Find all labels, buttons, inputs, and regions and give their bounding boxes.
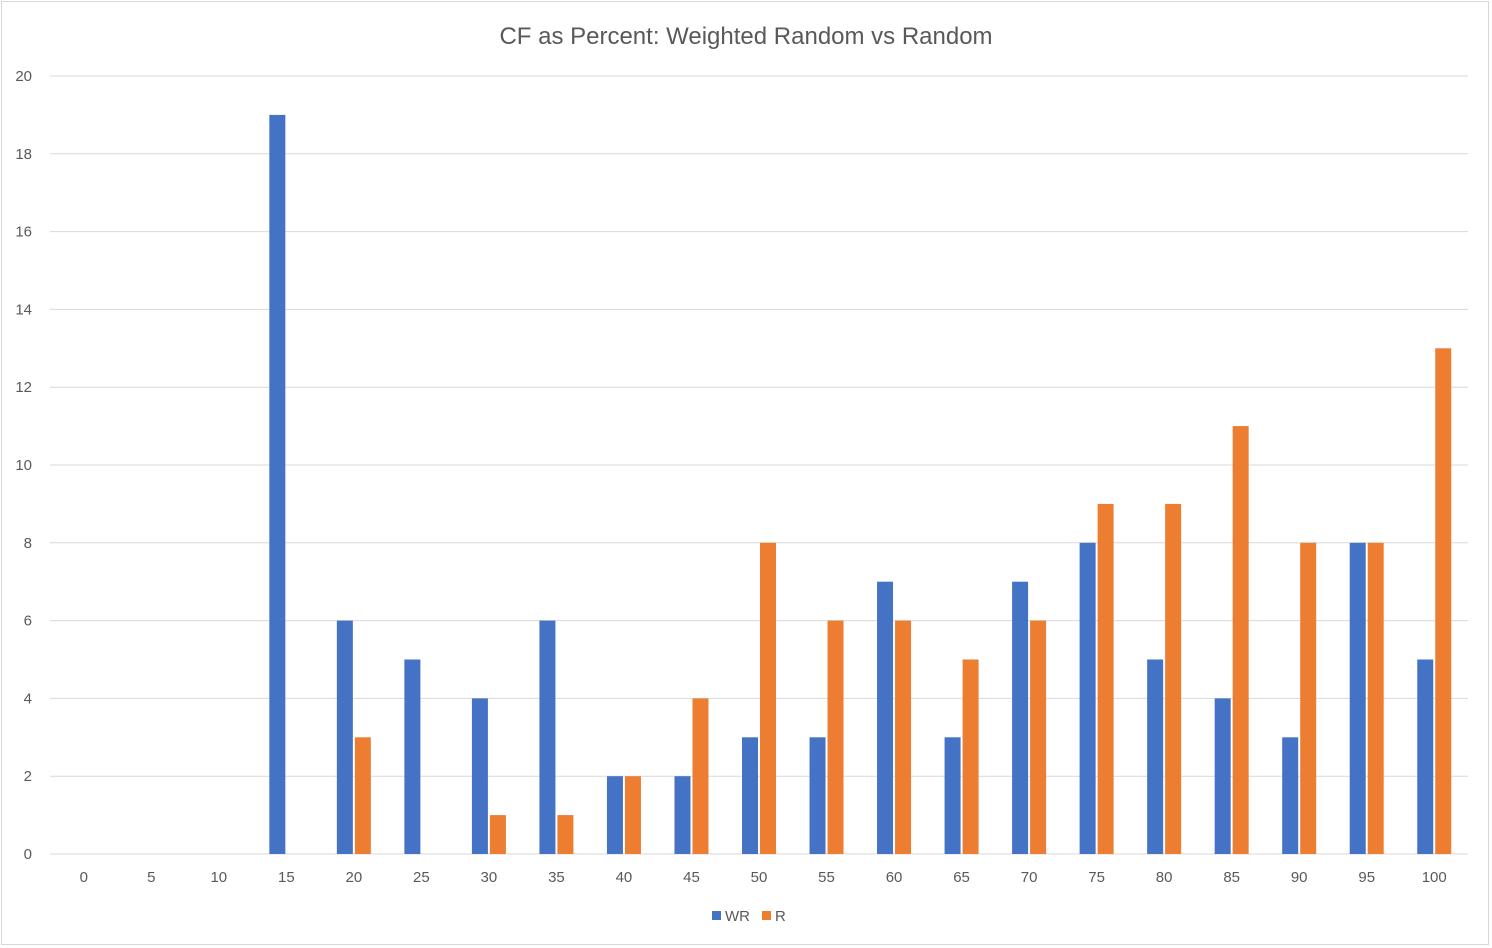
x-tick-label: 55 (818, 869, 835, 886)
bar-r-75 (1097, 503, 1114, 854)
bar-wr-45 (674, 776, 691, 854)
x-tick-label: 95 (1358, 869, 1375, 886)
x-tick-label: 60 (886, 869, 903, 886)
legend-swatch-wr (712, 911, 721, 920)
y-axis-ticks: 0 2 4 6 8 10 12 14 16 18 20 (15, 68, 32, 863)
y-tick-label: 16 (15, 224, 32, 241)
x-tick-label: 65 (953, 869, 970, 886)
bar-r-80 (1165, 503, 1182, 854)
y-tick-label: 2 (24, 768, 32, 785)
legend-swatch-r (762, 911, 771, 920)
y-tick-label: 6 (24, 613, 32, 630)
x-tick-label: 10 (210, 869, 227, 886)
x-tick-label: 75 (1088, 869, 1105, 886)
bar-wr-25 (404, 659, 421, 854)
x-tick-label: 30 (481, 869, 498, 886)
x-tick-label: 40 (616, 869, 633, 886)
x-tick-label: 50 (751, 869, 768, 886)
x-tick-label: 5 (147, 869, 155, 886)
bar-wr-80 (1147, 659, 1164, 854)
x-tick-label: 90 (1291, 869, 1308, 886)
bar-wr-65 (944, 737, 961, 854)
bar-wr-15 (269, 114, 286, 854)
x-tick-label: 15 (278, 869, 295, 886)
y-tick-label: 18 (15, 146, 32, 163)
chart-title: CF as Percent: Weighted Random vs Random (499, 23, 992, 50)
bar-wr-55 (809, 737, 826, 854)
bars (269, 114, 1452, 854)
bar-wr-40 (606, 776, 623, 854)
bar-wr-20 (336, 620, 353, 854)
bar-r-40 (624, 776, 641, 854)
bar-wr-95 (1349, 542, 1366, 854)
bar-r-45 (692, 698, 709, 854)
bar-wr-60 (877, 581, 894, 854)
bar-wr-85 (1214, 698, 1231, 854)
x-tick-label: 80 (1156, 869, 1173, 886)
x-tick-label: 35 (548, 869, 565, 886)
bar-r-85 (1232, 426, 1249, 854)
legend: WR R (712, 908, 786, 925)
y-tick-label: 12 (15, 379, 32, 396)
bar-wr-50 (742, 737, 758, 854)
y-tick-label: 0 (24, 846, 32, 863)
legend-label-r: R (775, 908, 786, 925)
bar-r-70 (1030, 620, 1047, 854)
x-tick-label: 0 (80, 869, 88, 886)
bar-r-35 (557, 815, 574, 854)
legend-label-wr: WR (725, 908, 750, 925)
y-tick-label: 14 (15, 301, 32, 318)
x-tick-label: 70 (1021, 869, 1038, 886)
bar-r-100 (1435, 348, 1452, 854)
x-tick-label: 100 (1422, 869, 1447, 886)
y-tick-label: 8 (24, 535, 32, 552)
y-tick-label: 20 (15, 68, 32, 85)
bar-r-30 (489, 815, 506, 854)
x-tick-label: 45 (683, 869, 700, 886)
y-tick-label: 10 (15, 457, 32, 474)
bar-wr-90 (1282, 737, 1299, 854)
x-tick-label: 20 (346, 869, 363, 886)
bar-r-55 (827, 620, 844, 854)
bar-wr-100 (1417, 659, 1434, 854)
gridlines (50, 75, 1468, 855)
bar-r-50 (760, 542, 776, 854)
bar-wr-70 (1012, 581, 1029, 854)
bar-wr-75 (1079, 542, 1096, 854)
x-axis-ticks: 0 5 10 15 20 25 30 35 40 45 50 55 60 65 70 75 80 85 90 95 10… (80, 869, 1447, 886)
bar-r-60 (895, 620, 912, 854)
bar-r-90 (1300, 542, 1317, 854)
bar-wr-35 (539, 620, 556, 854)
x-tick-label: 25 (413, 869, 430, 886)
y-tick-label: 4 (24, 690, 32, 707)
bar-wr-30 (471, 698, 488, 854)
bar-r-65 (962, 659, 979, 854)
bar-r-20 (354, 737, 371, 854)
x-tick-label: 85 (1223, 869, 1240, 886)
bar-r-95 (1367, 542, 1384, 854)
